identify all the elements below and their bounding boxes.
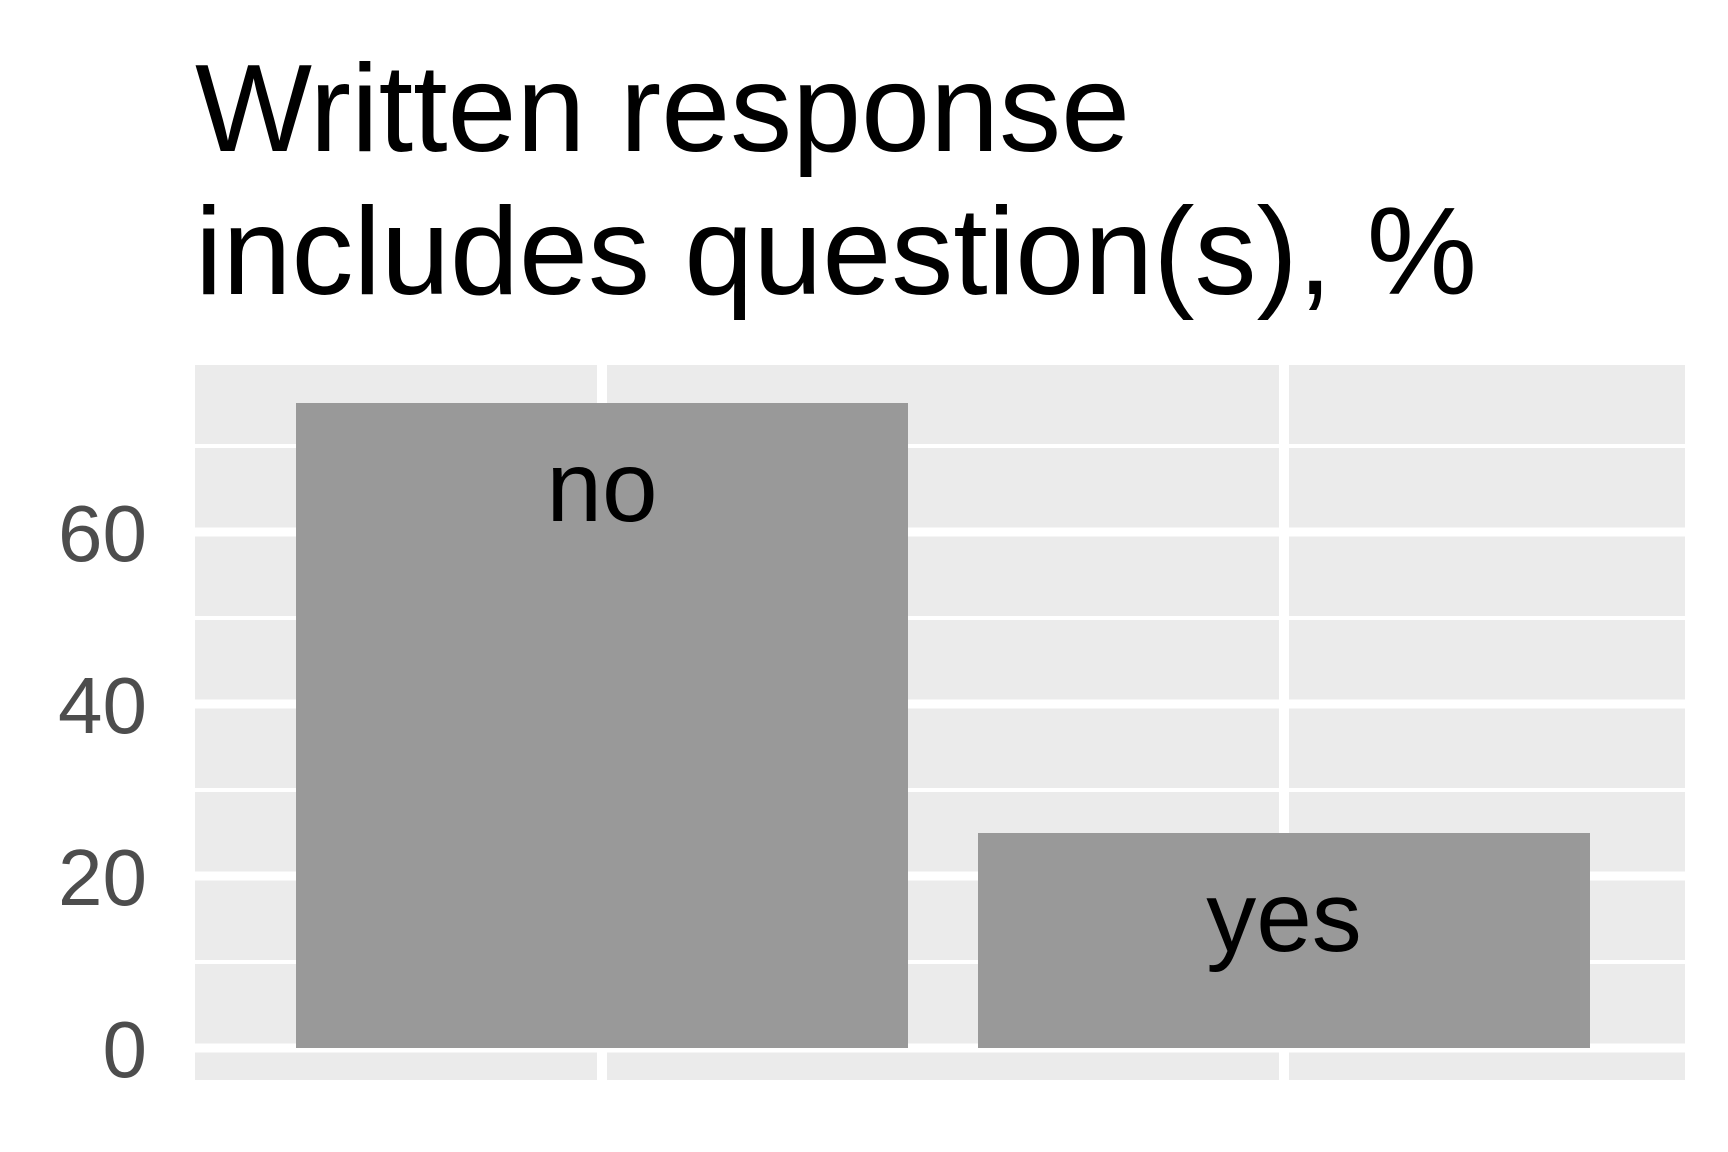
chart-title-line-2: includes question(s), % [195,183,1477,321]
y-tick-label-0: 0 [103,1005,148,1094]
bar-no [296,403,908,1048]
y-tick-label-20: 20 [58,833,147,922]
bar-yes [978,833,1590,1048]
chart-title: Written response includes question(s), % [195,38,1477,324]
y-tick-label-60: 60 [58,489,147,578]
y-axis-tick-labels: 0 20 40 60 [58,489,147,1094]
bar-label-yes: yes [1206,861,1362,973]
y-tick-label-40: 40 [58,661,147,750]
chart-title-line-1: Written response [195,40,1131,178]
bar-label-no: no [546,431,657,543]
bars: no yes [296,403,1590,1048]
